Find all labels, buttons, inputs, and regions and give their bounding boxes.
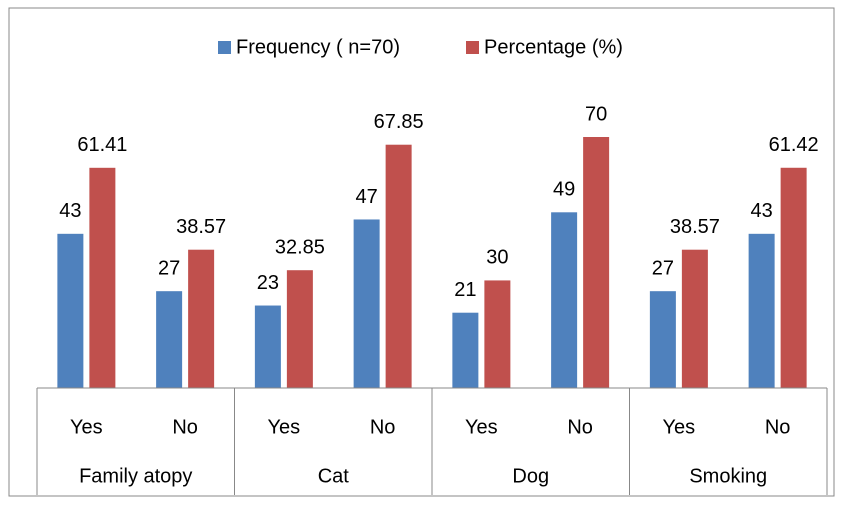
bar bbox=[484, 280, 511, 388]
legend-label: Percentage (%) bbox=[484, 36, 623, 58]
data-label: 49 bbox=[553, 179, 575, 201]
bar bbox=[681, 249, 708, 388]
bar bbox=[748, 233, 775, 388]
data-label: 47 bbox=[356, 186, 378, 208]
data-label: 67.85 bbox=[374, 111, 424, 133]
bar bbox=[353, 219, 380, 388]
x-tick-label: Yes bbox=[663, 416, 696, 438]
data-label: 38.57 bbox=[670, 216, 720, 238]
data-label: 61.42 bbox=[769, 134, 819, 156]
bar bbox=[583, 137, 610, 388]
bar bbox=[254, 305, 281, 388]
data-label: 21 bbox=[454, 279, 476, 301]
data-label: 32.85 bbox=[275, 236, 325, 258]
group-label: Cat bbox=[318, 465, 350, 487]
data-label: 23 bbox=[257, 272, 279, 294]
data-label: 38.57 bbox=[176, 216, 226, 238]
bar bbox=[551, 212, 578, 388]
group-label: Family atopy bbox=[79, 465, 192, 487]
group-label: Smoking bbox=[689, 465, 767, 487]
data-label: 30 bbox=[486, 247, 508, 269]
data-label: 61.41 bbox=[77, 134, 127, 156]
bar bbox=[57, 233, 84, 388]
x-tick-label: No bbox=[172, 416, 198, 438]
bar bbox=[156, 291, 183, 388]
x-tick-label: Yes bbox=[465, 416, 498, 438]
legend-swatch bbox=[218, 41, 231, 54]
bar bbox=[452, 312, 479, 388]
data-label: 43 bbox=[59, 200, 81, 222]
bar bbox=[780, 167, 807, 388]
group-label: Dog bbox=[512, 465, 549, 487]
x-tick-label: No bbox=[567, 416, 593, 438]
bar bbox=[286, 270, 313, 388]
data-label: 70 bbox=[585, 103, 607, 125]
bar bbox=[649, 291, 676, 388]
x-tick-label: Yes bbox=[70, 416, 103, 438]
x-tick-label: Yes bbox=[268, 416, 301, 438]
bar bbox=[188, 249, 215, 388]
legend-swatch bbox=[466, 41, 479, 54]
data-label: 27 bbox=[158, 257, 180, 279]
data-label: 27 bbox=[652, 257, 674, 279]
legend-label: Frequency ( n=70) bbox=[236, 36, 400, 58]
x-tick-label: No bbox=[765, 416, 791, 438]
data-label: 43 bbox=[751, 200, 773, 222]
bar bbox=[89, 167, 116, 388]
x-tick-label: No bbox=[370, 416, 396, 438]
chart-border bbox=[8, 7, 835, 497]
bar bbox=[385, 144, 412, 388]
